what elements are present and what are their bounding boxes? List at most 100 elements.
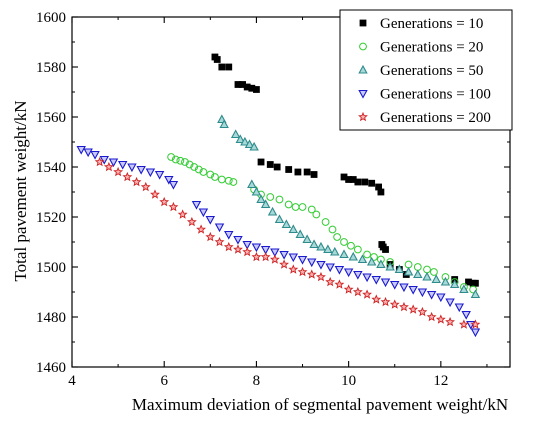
data-point <box>140 181 151 192</box>
data-point <box>253 86 260 93</box>
data-point <box>94 156 105 167</box>
y-tick-label: 1520 <box>36 210 66 226</box>
data-point <box>186 216 197 227</box>
data-point <box>168 201 179 212</box>
data-point <box>328 225 337 234</box>
data-point <box>321 218 330 226</box>
data-point <box>316 241 326 251</box>
data-point <box>343 284 354 294</box>
data-point <box>306 269 317 279</box>
data-point <box>266 193 275 201</box>
data-point <box>470 319 481 329</box>
data-point <box>394 264 405 274</box>
data-point <box>375 183 382 191</box>
data-point <box>267 206 278 216</box>
data-point <box>363 250 371 259</box>
data-point <box>288 253 299 263</box>
data-point <box>233 244 243 254</box>
data-point <box>385 261 395 271</box>
data-point <box>270 248 280 258</box>
data-point <box>312 210 321 219</box>
data-point <box>235 134 246 144</box>
data-point <box>136 165 146 175</box>
series-5 <box>94 156 481 329</box>
data-point <box>389 299 400 309</box>
data-point <box>247 179 257 189</box>
data-point <box>205 231 216 242</box>
data-point <box>294 168 302 176</box>
data-point <box>251 186 262 196</box>
data-point <box>196 224 207 234</box>
data-point <box>352 286 363 297</box>
data-point <box>181 158 189 166</box>
data-point <box>465 278 472 286</box>
data-point <box>435 314 446 324</box>
data-point <box>371 275 382 285</box>
data-point <box>430 268 438 276</box>
data-point <box>440 276 451 286</box>
data-point <box>417 288 428 298</box>
data-point <box>99 155 109 165</box>
data-point <box>168 180 179 190</box>
data-point <box>177 209 188 219</box>
data-point <box>279 259 290 269</box>
x-tick-label: 10 <box>341 373 356 389</box>
data-point <box>376 259 386 269</box>
y-tick-label: 1500 <box>36 260 66 276</box>
data-point <box>257 158 265 166</box>
data-point <box>211 173 219 181</box>
data-point <box>310 171 318 178</box>
data-point <box>426 290 437 300</box>
data-point <box>295 229 305 239</box>
data-point <box>354 178 362 186</box>
legend-marker <box>359 42 367 51</box>
data-point <box>472 279 479 287</box>
data-point <box>325 276 336 287</box>
y-tick-label: 1540 <box>36 160 66 176</box>
data-point <box>403 266 414 276</box>
data-point <box>164 175 174 185</box>
data-point <box>233 235 243 245</box>
data-point <box>224 176 233 185</box>
legend-label: Generations = 10 <box>380 16 483 32</box>
data-point <box>347 241 355 250</box>
data-point <box>371 294 382 304</box>
legend-marker <box>358 89 368 99</box>
data-point <box>459 284 469 294</box>
y-axis-title: Total pavement weight/kN <box>11 100 30 281</box>
y-tick-label: 1480 <box>36 310 66 326</box>
data-point <box>191 200 202 210</box>
data-point <box>76 145 86 155</box>
data-point <box>366 256 377 266</box>
data-point <box>113 166 124 177</box>
data-point <box>185 160 194 169</box>
data-points <box>76 53 481 338</box>
data-point <box>390 280 400 290</box>
legend-label: Generations = 200 <box>380 110 491 126</box>
data-point <box>325 263 335 273</box>
data-point <box>214 236 225 247</box>
data-point <box>167 153 176 161</box>
legend-label: Generations = 50 <box>380 63 483 79</box>
data-point <box>288 264 299 274</box>
data-point <box>422 271 432 281</box>
series-4 <box>76 145 481 338</box>
data-point <box>117 160 128 170</box>
legend-marker <box>358 64 368 74</box>
data-point <box>339 249 349 259</box>
data-point <box>353 245 362 254</box>
data-point <box>380 296 391 307</box>
data-point <box>154 170 165 180</box>
data-point <box>214 223 225 233</box>
data-point <box>413 269 423 279</box>
x-tick-label: 8 <box>253 373 261 389</box>
data-point <box>408 304 419 314</box>
data-point <box>176 156 185 165</box>
data-point <box>454 303 465 313</box>
data-point <box>108 158 119 168</box>
data-point <box>240 136 250 146</box>
data-point <box>224 230 234 240</box>
data-point <box>333 233 342 241</box>
data-point <box>445 298 455 308</box>
